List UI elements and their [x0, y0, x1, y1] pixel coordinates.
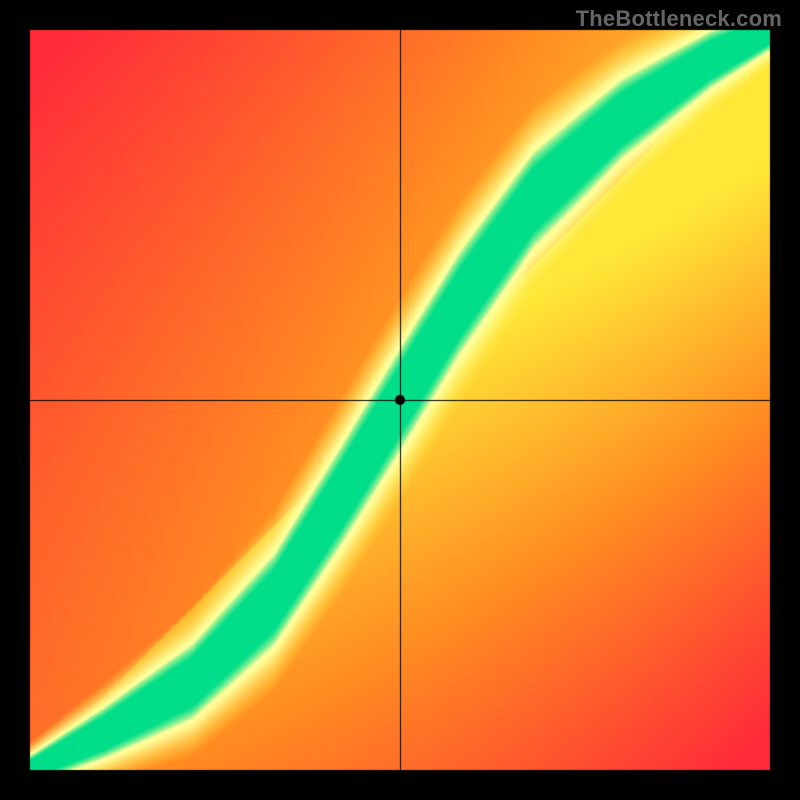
- chart-container: TheBottleneck.com: [0, 0, 800, 800]
- watermark-text: TheBottleneck.com: [576, 6, 782, 32]
- heatmap-canvas: [0, 0, 800, 800]
